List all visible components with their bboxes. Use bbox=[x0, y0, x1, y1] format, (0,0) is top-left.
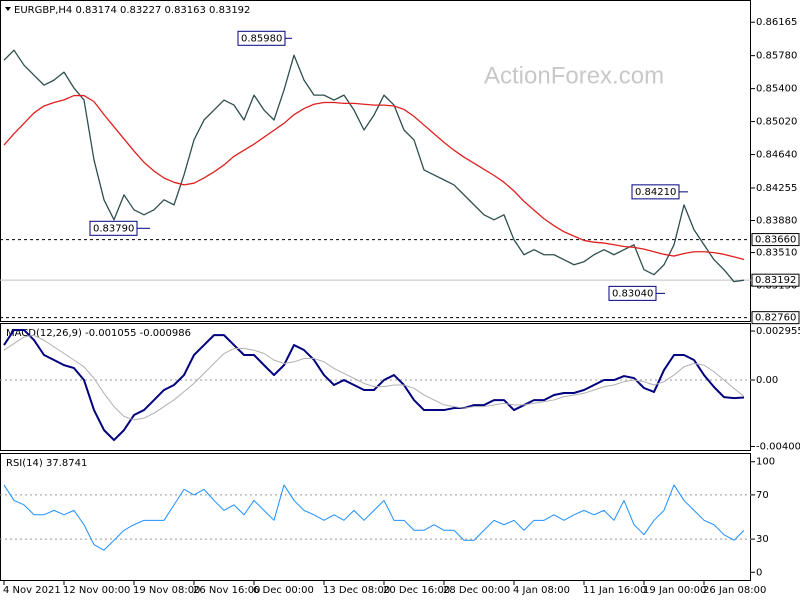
annotation-label: 0.84210 bbox=[635, 187, 676, 198]
x-tick-label: 13 Dec 08:00 bbox=[323, 585, 390, 596]
last-price-box bbox=[751, 273, 800, 287]
annotation-label: 0.85980 bbox=[241, 33, 282, 44]
price-panel bbox=[0, 0, 751, 322]
x-tick-label: 20 Dec 16:00 bbox=[383, 585, 450, 596]
last-price-label: 0.83192 bbox=[755, 275, 796, 286]
x-tick-label: 28 Dec 00:00 bbox=[443, 585, 510, 596]
y-tick-label: 0 bbox=[756, 567, 762, 578]
rsi-panel bbox=[0, 453, 751, 581]
macd-title: MACD(12,26,9) -0.001055 -0.000986 bbox=[6, 328, 191, 339]
annotation-box bbox=[608, 285, 657, 301]
y-tick-label: 0.00 bbox=[756, 375, 778, 386]
x-tick-label: 11 Jan 16:00 bbox=[583, 585, 646, 596]
series-line bbox=[3, 328, 745, 442]
y-tick-label: 100 bbox=[756, 457, 775, 468]
annotation-label: 0.83790 bbox=[93, 223, 134, 234]
y-tick-label: 0.84640 bbox=[756, 150, 797, 161]
x-tick-label: 19 Jan 00:00 bbox=[643, 585, 706, 596]
annotation-box bbox=[631, 184, 680, 200]
annotation-label: 0.83040 bbox=[612, 288, 653, 299]
x-tick-label: 4 Nov 2021 bbox=[3, 585, 61, 596]
y-tick-label: 0.83880 bbox=[756, 215, 797, 226]
series-line bbox=[3, 484, 745, 551]
menu-triangle bbox=[5, 7, 11, 11]
level-label-box bbox=[751, 311, 800, 325]
watermark: ActionForex.com bbox=[484, 62, 664, 89]
level-label: 0.82760 bbox=[755, 313, 796, 324]
x-tick-label: 4 Jan 08:00 bbox=[513, 585, 570, 596]
macd-panel bbox=[0, 323, 751, 451]
series-line bbox=[3, 49, 745, 283]
rsi-title: RSI(14) 37.8741 bbox=[6, 458, 87, 469]
y-tick-label: 0.002955 bbox=[756, 326, 800, 337]
y-tick-label: 0.83510 bbox=[756, 248, 797, 259]
level-label: 0.83660 bbox=[755, 235, 796, 246]
annotation-box bbox=[89, 220, 138, 236]
y-tick-label: 0.84255 bbox=[756, 183, 797, 194]
x-tick-label: 6 Dec 00:00 bbox=[253, 585, 314, 596]
y-tick-label: -0.004009 bbox=[756, 442, 800, 453]
y-tick-label: 70 bbox=[756, 490, 769, 501]
series-line bbox=[3, 334, 745, 421]
x-tick-label: 26 Jan 08:00 bbox=[703, 585, 766, 596]
x-tick-label: 26 Nov 16:00 bbox=[193, 585, 260, 596]
series-line bbox=[3, 94, 745, 261]
annotation-box bbox=[237, 30, 286, 46]
x-tick-label: 19 Nov 08:00 bbox=[133, 585, 200, 596]
x-tick-label: 12 Nov 00:00 bbox=[63, 585, 130, 596]
level-label-box bbox=[751, 233, 800, 247]
y-tick-label: 0.85400 bbox=[756, 84, 797, 95]
y-tick-label: 30 bbox=[756, 534, 769, 545]
y-tick-label: 0.85780 bbox=[756, 51, 797, 62]
price-title: EURGBP,H4 0.83174 0.83227 0.83163 0.8319… bbox=[14, 5, 250, 16]
y-tick-label: 0.85020 bbox=[756, 117, 797, 128]
y-tick-label: 0.86165 bbox=[756, 17, 797, 28]
